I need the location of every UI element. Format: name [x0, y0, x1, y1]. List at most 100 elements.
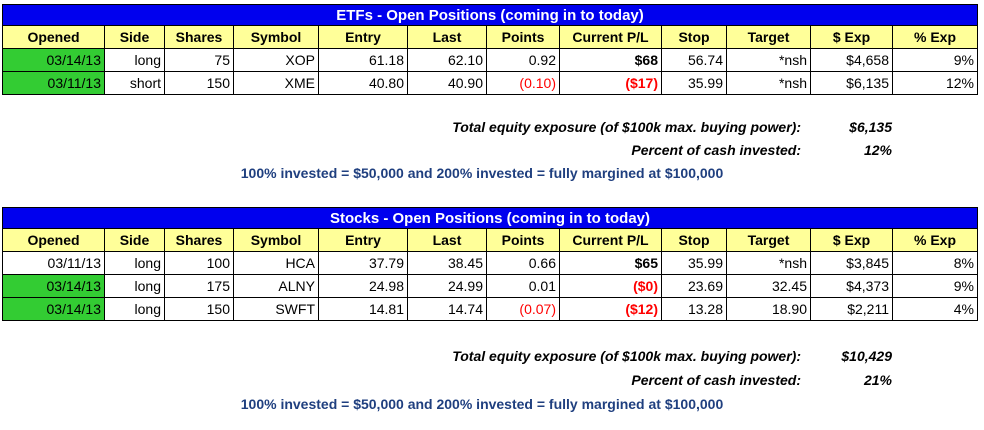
stock-header-row: Opened Side Shares Symbol Entry Last Poi… — [2, 229, 978, 252]
cell-points: 0.01 — [487, 275, 560, 298]
col-points: Points — [487, 26, 560, 49]
cell-percent-exp: 8% — [893, 252, 978, 275]
col-entry: Entry — [319, 229, 408, 252]
col-target: Target — [727, 229, 811, 252]
cell-symbol: HCA — [234, 252, 319, 275]
etf-percent-value: 12% — [863, 142, 892, 158]
cell-shares: 75 — [165, 49, 234, 72]
cell-current-pl: $68 — [560, 49, 662, 72]
stock-exposure-label: Total equity exposure (of $100k max. buy… — [452, 348, 801, 364]
cell-stop: 13.28 — [662, 298, 727, 321]
col-symbol: Symbol — [234, 26, 319, 49]
etf-percent-label: Percent of cash invested: — [631, 142, 801, 158]
cell-last: 24.99 — [408, 275, 487, 298]
cell-last: 62.10 — [408, 49, 487, 72]
stock-percent-label: Percent of cash invested: — [631, 372, 801, 388]
col-percent-exp: % Exp — [893, 26, 978, 49]
col-shares: Shares — [165, 26, 234, 49]
etf-note: 100% invested = $50,000 and 200% investe… — [240, 165, 724, 181]
etf-table-title: ETFs - Open Positions (coming in to toda… — [2, 4, 978, 26]
cell-side: long — [105, 252, 165, 275]
cell-dollar-exp: $4,373 — [811, 275, 893, 298]
table-row: 03/14/13 long 75 XOP 61.18 62.10 0.92 $6… — [2, 49, 978, 72]
col-current-pl: Current P/L — [560, 26, 662, 49]
cell-target: *nsh — [727, 72, 811, 95]
col-opened: Opened — [2, 229, 105, 252]
etf-header-row: Opened Side Shares Symbol Entry Last Poi… — [2, 26, 978, 49]
cell-side: long — [105, 275, 165, 298]
col-dollar-exp: $ Exp — [811, 26, 893, 49]
col-side: Side — [105, 229, 165, 252]
cell-opened: 03/11/13 — [2, 252, 105, 275]
stock-percent-value: 21% — [863, 372, 892, 388]
cell-entry: 37.79 — [319, 252, 408, 275]
cell-side: short — [105, 72, 165, 95]
col-symbol: Symbol — [234, 229, 319, 252]
col-shares: Shares — [165, 229, 234, 252]
cell-dollar-exp: $4,658 — [811, 49, 893, 72]
col-entry: Entry — [319, 26, 408, 49]
col-stop: Stop — [662, 229, 727, 252]
etf-exposure-value: $6,135 — [849, 119, 892, 135]
table-row: 03/14/13 long 150 SWFT 14.81 14.74 (0.07… — [2, 298, 978, 321]
cell-points: (0.10) — [487, 72, 560, 95]
stock-note: 100% invested = $50,000 and 200% investe… — [240, 396, 724, 412]
col-points: Points — [487, 229, 560, 252]
cell-stop: 35.99 — [662, 252, 727, 275]
cell-points: 0.92 — [487, 49, 560, 72]
cell-stop: 35.99 — [662, 72, 727, 95]
col-target: Target — [727, 26, 811, 49]
etf-positions-table: ETFs - Open Positions (coming in to toda… — [2, 4, 978, 95]
cell-side: long — [105, 298, 165, 321]
cell-opened: 03/11/13 — [2, 72, 105, 95]
cell-entry: 24.98 — [319, 275, 408, 298]
cell-opened: 03/14/13 — [2, 49, 105, 72]
cell-percent-exp: 4% — [893, 298, 978, 321]
cell-opened: 03/14/13 — [2, 275, 105, 298]
cell-entry: 40.80 — [319, 72, 408, 95]
col-dollar-exp: $ Exp — [811, 229, 893, 252]
cell-points: 0.66 — [487, 252, 560, 275]
col-percent-exp: % Exp — [893, 229, 978, 252]
cell-last: 38.45 — [408, 252, 487, 275]
table-row: 03/11/13 short 150 XME 40.80 40.90 (0.10… — [2, 72, 978, 95]
cell-opened: 03/14/13 — [2, 298, 105, 321]
cell-last: 40.90 — [408, 72, 487, 95]
cell-side: long — [105, 49, 165, 72]
cell-shares: 100 — [165, 252, 234, 275]
cell-current-pl: $65 — [560, 252, 662, 275]
cell-dollar-exp: $3,845 — [811, 252, 893, 275]
cell-target: *nsh — [727, 252, 811, 275]
cell-points: (0.07) — [487, 298, 560, 321]
cell-current-pl: ($0) — [560, 275, 662, 298]
cell-dollar-exp: $6,135 — [811, 72, 893, 95]
col-opened: Opened — [2, 26, 105, 49]
cell-target: *nsh — [727, 49, 811, 72]
cell-stop: 23.69 — [662, 275, 727, 298]
col-side: Side — [105, 26, 165, 49]
table-row: 03/14/13 long 175 ALNY 24.98 24.99 0.01 … — [2, 275, 978, 298]
stock-exposure-value: $10,429 — [841, 348, 892, 364]
cell-last: 14.74 — [408, 298, 487, 321]
cell-shares: 150 — [165, 72, 234, 95]
table-row: 03/11/13 long 100 HCA 37.79 38.45 0.66 $… — [2, 252, 978, 275]
cell-current-pl: ($17) — [560, 72, 662, 95]
cell-symbol: XOP — [234, 49, 319, 72]
cell-shares: 175 — [165, 275, 234, 298]
cell-target: 32.45 — [727, 275, 811, 298]
cell-percent-exp: 12% — [893, 72, 978, 95]
stock-table-title: Stocks - Open Positions (coming in to to… — [2, 207, 978, 229]
cell-current-pl: ($12) — [560, 298, 662, 321]
stock-positions-table: Stocks - Open Positions (coming in to to… — [2, 207, 978, 321]
col-last: Last — [408, 26, 487, 49]
cell-target: 18.90 — [727, 298, 811, 321]
cell-symbol: SWFT — [234, 298, 319, 321]
cell-dollar-exp: $2,211 — [811, 298, 893, 321]
col-current-pl: Current P/L — [560, 229, 662, 252]
col-stop: Stop — [662, 26, 727, 49]
cell-entry: 61.18 — [319, 49, 408, 72]
cell-percent-exp: 9% — [893, 275, 978, 298]
cell-stop: 56.74 — [662, 49, 727, 72]
cell-percent-exp: 9% — [893, 49, 978, 72]
cell-shares: 150 — [165, 298, 234, 321]
